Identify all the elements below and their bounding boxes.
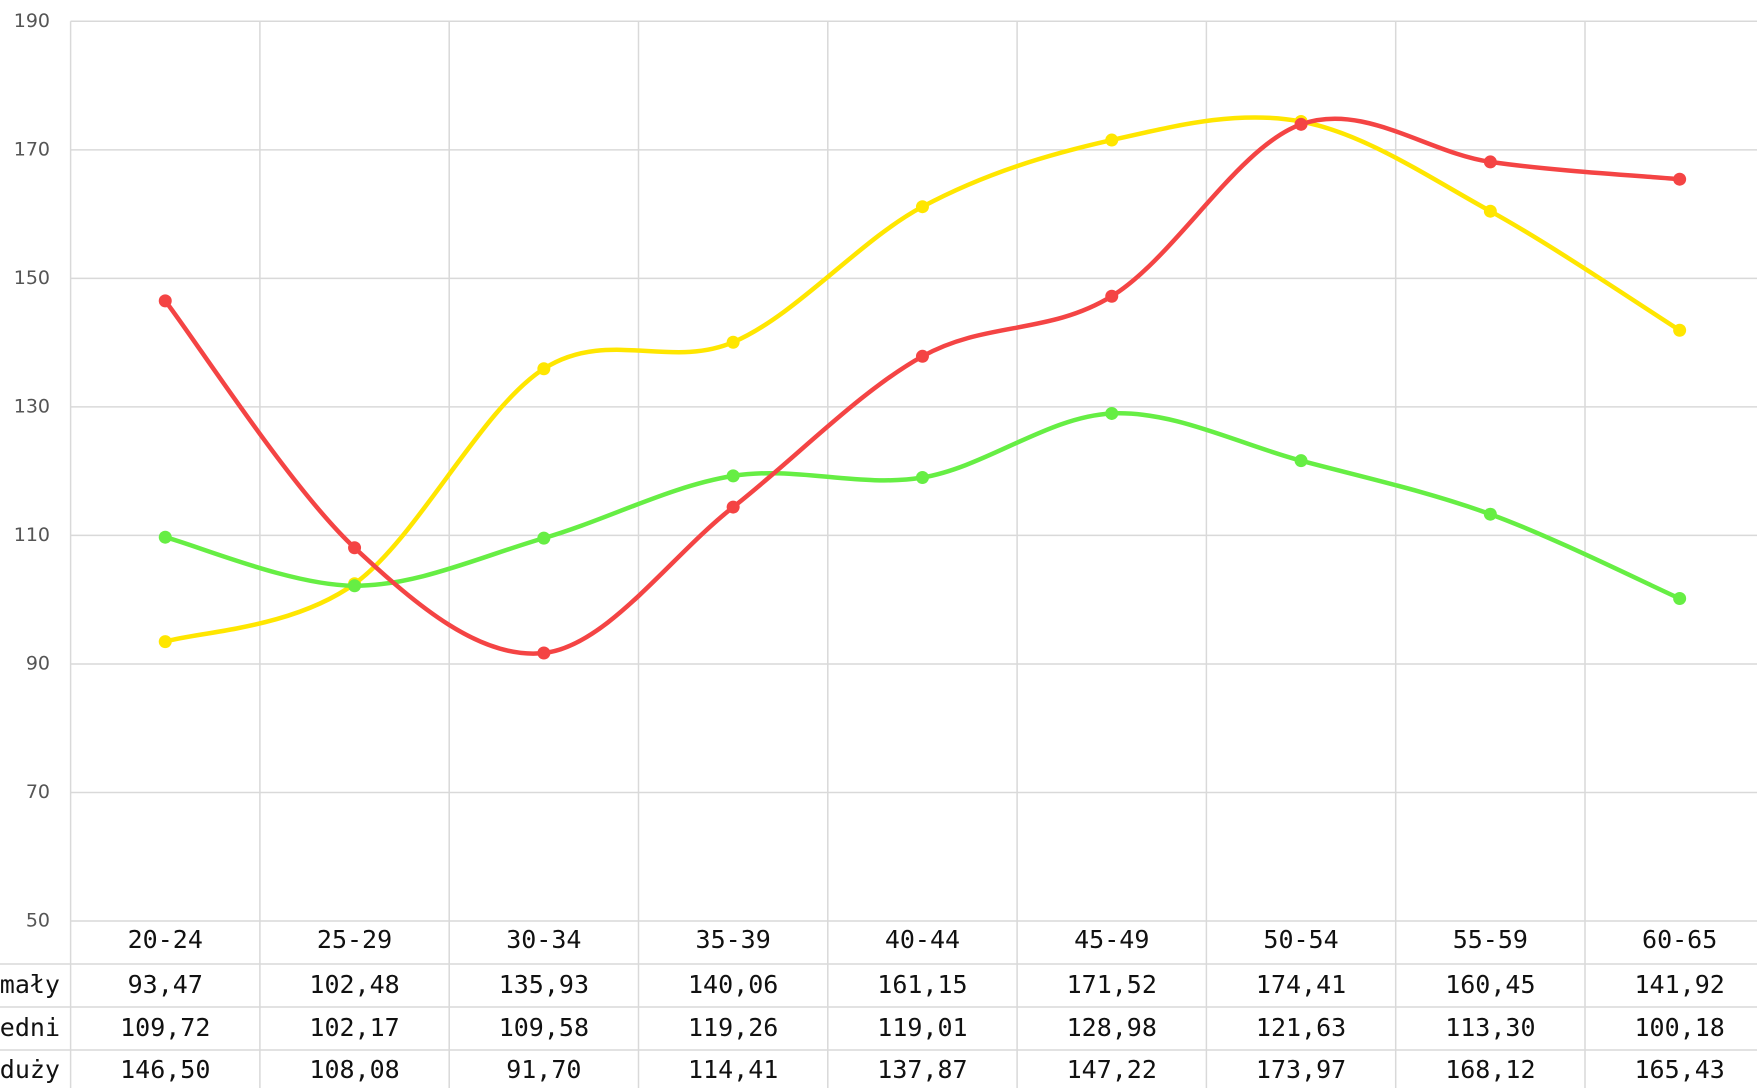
data-point: [1105, 406, 1119, 420]
x-tick-label: 30-34: [506, 925, 581, 954]
data-point: [537, 531, 551, 545]
data-point: [1483, 155, 1497, 169]
x-tick-label: 55-59: [1453, 925, 1528, 954]
table-cell: 93,47: [128, 970, 203, 999]
table-cell: 102,48: [309, 970, 399, 999]
data-point: [158, 530, 172, 544]
data-point: [726, 469, 740, 483]
y-tick-label: 190: [14, 10, 50, 32]
series-line: [163, 116, 1680, 656]
table-cell: 91,70: [506, 1055, 581, 1084]
data-point: [1483, 507, 1497, 521]
series-line: [164, 411, 1681, 601]
table-cell: 165,43: [1634, 1055, 1724, 1084]
data-point: [726, 335, 740, 349]
data-point: [726, 500, 740, 514]
data-point: [1673, 592, 1687, 606]
legend-label: mały: [0, 970, 60, 999]
x-tick-label: 60-65: [1642, 925, 1717, 954]
table-cell: 171,52: [1067, 970, 1157, 999]
table-cell: 141,92: [1634, 970, 1724, 999]
data-point: [537, 362, 551, 376]
table-cell: 119,26: [688, 1013, 778, 1042]
table-cell: 168,12: [1445, 1055, 1535, 1084]
x-tick-label: 20-24: [128, 925, 203, 954]
table-cell: 119,01: [877, 1013, 967, 1042]
table-cell: 128,98: [1067, 1013, 1157, 1042]
data-point: [1483, 204, 1497, 218]
table-cell: 109,72: [120, 1013, 210, 1042]
table-cell: 102,17: [309, 1013, 399, 1042]
y-tick-label: 90: [26, 652, 50, 674]
data-point: [1294, 117, 1308, 131]
table-cell: 113,30: [1445, 1013, 1535, 1042]
legend-label: średni: [0, 1013, 60, 1042]
legend-label: duży: [0, 1055, 60, 1084]
y-tick-label: 50: [26, 910, 50, 932]
y-tick-label: 150: [14, 267, 50, 289]
data-point: [915, 471, 929, 485]
data-point: [1105, 289, 1119, 303]
data-point: [537, 646, 551, 660]
y-tick-label: 170: [14, 138, 50, 160]
series-line: [164, 115, 1681, 644]
x-tick-label: 40-44: [885, 925, 960, 954]
data-point: [1294, 454, 1308, 468]
table-cell: 137,87: [877, 1055, 967, 1084]
table-cell: 140,06: [688, 970, 778, 999]
data-point: [158, 635, 172, 649]
data-point: [915, 200, 929, 214]
x-tick-label: 25-29: [317, 925, 392, 954]
x-tick-label: 35-39: [696, 925, 771, 954]
table-cell: 114,41: [688, 1055, 778, 1084]
data-point: [1105, 133, 1119, 147]
table-cell: 174,41: [1256, 970, 1346, 999]
table-cell: 173,97: [1256, 1055, 1346, 1084]
data-point: [1673, 323, 1687, 337]
y-tick-label: 110: [14, 524, 50, 546]
y-tick-label: 70: [26, 781, 50, 803]
x-tick-label: 50-54: [1263, 925, 1338, 954]
table-cell: 160,45: [1445, 970, 1535, 999]
data-point: [158, 294, 172, 308]
data-point: [1673, 172, 1687, 186]
table-cell: 135,93: [499, 970, 589, 999]
data-point: [348, 579, 362, 593]
table-cell: 100,18: [1634, 1013, 1724, 1042]
table-cell: 109,58: [499, 1013, 589, 1042]
data-point: [348, 541, 362, 555]
table-cell: 146,50: [120, 1055, 210, 1084]
table-cell: 121,63: [1256, 1013, 1346, 1042]
data-point: [915, 349, 929, 363]
table-cell: 161,15: [877, 970, 967, 999]
table-cell: 147,22: [1067, 1055, 1157, 1084]
y-tick-label: 130: [14, 395, 50, 417]
x-tick-label: 45-49: [1074, 925, 1149, 954]
table-cell: 108,08: [309, 1055, 399, 1084]
